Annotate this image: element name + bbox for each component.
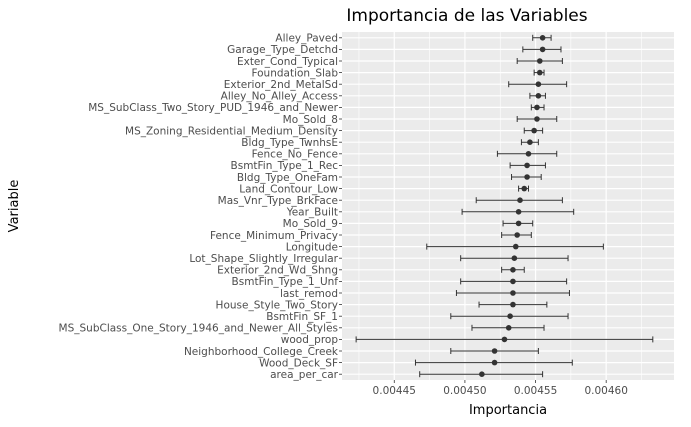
y-tick-label: MS_SubClass_Two_Story_PUD_1946_and_Newer — [88, 102, 338, 114]
x-tick-label: 0.00455 — [514, 385, 557, 397]
data-point — [525, 151, 532, 157]
data-point — [535, 93, 542, 99]
data-point — [479, 371, 485, 378]
data-point — [539, 46, 546, 53]
data-point — [507, 313, 513, 320]
y-tick-label: Fence_Minimum_Privacy — [210, 230, 338, 242]
data-point — [517, 197, 523, 203]
data-point — [501, 336, 508, 343]
y-tick-label: BsmtFin_Type_1_Unf — [232, 276, 339, 288]
y-tick-label: Alley_Paved — [275, 33, 338, 45]
y-tick-label: Wood_Deck_SF — [259, 357, 338, 369]
y-tick-label: Lot_Shape_Slightly_Irregular — [189, 253, 338, 265]
data-points — [479, 35, 546, 378]
data-point — [510, 267, 516, 273]
data-point — [514, 232, 520, 238]
data-point — [535, 81, 542, 87]
data-point — [510, 301, 516, 308]
data-point — [510, 278, 516, 285]
data-point — [515, 220, 522, 227]
y-tick-label: Longitude — [286, 241, 338, 253]
y-tick-label: area_per_car — [270, 369, 339, 381]
data-point — [511, 255, 518, 261]
y-tick-label: MS_SubClass_One_Story_1946_and_Newer_All… — [59, 323, 338, 335]
y-tick-label: House_Style_Two_Story — [216, 299, 338, 311]
data-point — [527, 139, 533, 145]
data-point — [515, 209, 522, 215]
y-tick-label: Mo_Sold_8 — [283, 114, 338, 126]
y-tick-label: Mas_Vnr_Type_BrkFace — [218, 195, 338, 207]
y-tick-label: Neighborhood_College_Creek — [184, 346, 339, 358]
y-tick-label: BsmtFin_SF_1 — [266, 311, 338, 323]
data-point — [524, 174, 530, 180]
data-point — [534, 104, 540, 111]
y-tick-label: Year_Built — [286, 207, 338, 219]
y-tick-label: Fence_No_Fence — [252, 149, 338, 161]
y-tick-label: Land_Contour_Low — [239, 183, 338, 195]
y-tick-label: Exterior_2nd_MetalSd — [224, 79, 338, 91]
data-point — [505, 325, 512, 331]
y-tick-label: Bldg_Type_TwnhsE — [241, 137, 338, 149]
y-tick-label: last_remod — [280, 288, 338, 300]
data-point — [491, 348, 498, 354]
y-tick-label: Exter_Cond_Typical — [237, 56, 338, 68]
y-tick-label: MS_Zoning_Residential_Medium_Density — [125, 125, 338, 137]
x-tick-label: 0.00445 — [373, 385, 416, 397]
data-point — [524, 162, 530, 169]
y-tick-labels: Alley_PavedGarage_Type_DetchdExter_Cond_… — [59, 33, 342, 381]
x-tick-label: 0.00450 — [443, 385, 486, 397]
x-tick-label: 0.00460 — [584, 385, 627, 397]
plot-panel — [342, 32, 674, 380]
y-tick-label: Mo_Sold_9 — [283, 218, 338, 230]
y-tick-label: wood_prop — [281, 334, 339, 346]
data-point — [531, 127, 537, 134]
y-tick-label: Foundation_Slab — [251, 67, 338, 79]
data-point — [510, 290, 516, 296]
data-point — [536, 58, 543, 64]
y-tick-label: Exterior_2nd_Wd_Shng — [217, 265, 338, 277]
x-tick-labels: 0.00445 0.00450 0.00455 0.00460 — [373, 380, 628, 397]
x-axis-title: Importancia — [469, 403, 547, 418]
y-axis-title: Variable — [7, 180, 22, 233]
y-tick-label: Bldg_Type_OneFam — [237, 172, 338, 184]
data-point — [521, 185, 528, 192]
chart-title: Importancia de las Variables — [346, 6, 587, 26]
data-point — [491, 359, 498, 366]
y-tick-label: Alley_No_Alley_Access — [221, 91, 338, 103]
y-tick-label: Garage_Type_Detchd — [227, 44, 338, 56]
data-point — [512, 243, 519, 250]
data-point — [539, 35, 546, 41]
data-point — [536, 69, 543, 76]
y-tick-label: BsmtFin_Type_1_Rec — [231, 160, 339, 172]
data-point — [534, 116, 540, 122]
